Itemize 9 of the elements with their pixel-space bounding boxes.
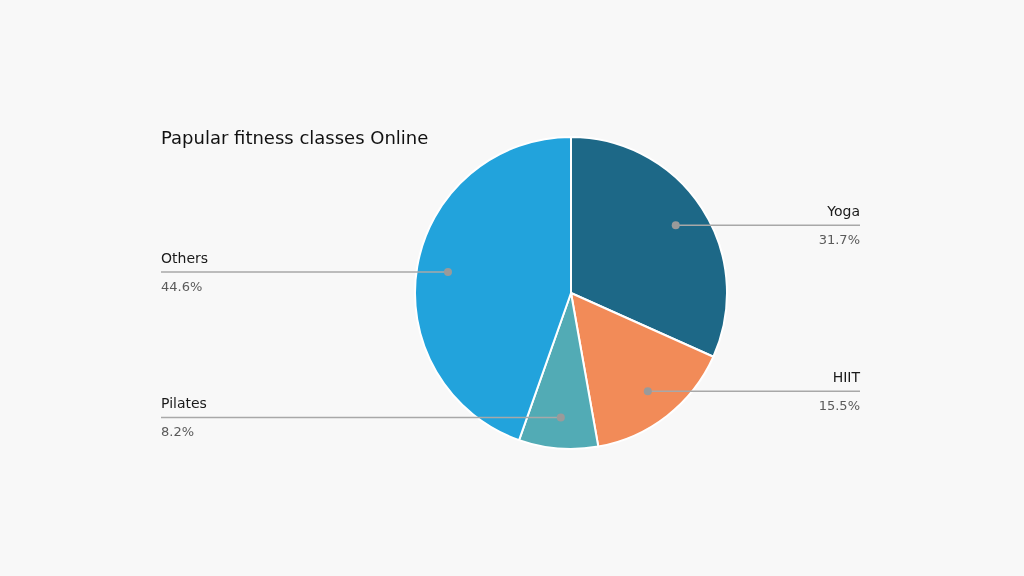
slice-label: Yoga (826, 203, 860, 220)
slice-label: HIIT (832, 369, 861, 386)
data-label: 44.6% (161, 278, 203, 294)
slice-label: Pilates (161, 395, 207, 412)
slice-label: Others (161, 249, 209, 266)
data-label: 15.5% (818, 398, 860, 414)
data-label: 8.2% (161, 424, 195, 440)
data-label: 31.7% (818, 232, 860, 248)
chart-title: Papular fitness classes Online (161, 127, 429, 148)
